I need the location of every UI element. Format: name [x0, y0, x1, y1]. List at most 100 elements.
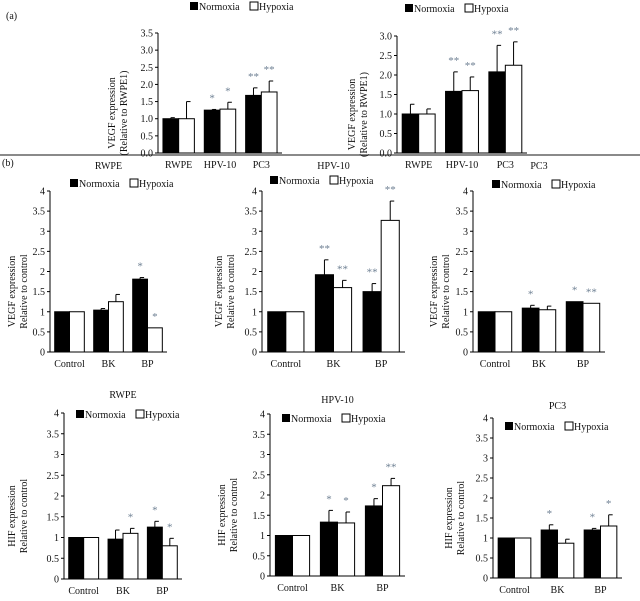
- y-tick-label: 0.0: [141, 149, 154, 160]
- y-tick-label: 2: [463, 267, 468, 278]
- y-tick-label: 0.5: [141, 131, 154, 142]
- legend-swatch-hypoxia: [135, 409, 145, 419]
- bar-normoxia: [583, 529, 601, 579]
- bar-normoxia: [319, 521, 338, 577]
- legend: Normoxia Hypoxia: [70, 178, 174, 190]
- y-tick-label: 1: [40, 307, 45, 318]
- bar-normoxia: [54, 311, 70, 353]
- x-tick-label: Control: [54, 359, 85, 370]
- bar-hypoxia: [108, 301, 124, 353]
- bar-normoxia: [540, 529, 558, 579]
- legend-label-normoxia: Normoxia: [501, 180, 542, 191]
- bar-hypoxia: [504, 64, 523, 154]
- significance-marker: **: [385, 184, 396, 196]
- legend-swatch-normoxia: [405, 4, 413, 12]
- chart-b4: 0 0.5 1 1.5 2 2.5 3 3.5 4 HIF expression Relative …: [7, 390, 182, 597]
- legend-label-hypoxia: Hypoxia: [339, 176, 374, 187]
- legend-swatch-hypoxia: [564, 421, 574, 431]
- significance-marker: *: [326, 493, 332, 505]
- y-tick-label: 3.5: [245, 207, 258, 218]
- y-tick-label: 0.5: [380, 129, 393, 140]
- legend-swatch-normoxia: [492, 180, 500, 188]
- legend-swatch-normoxia: [270, 176, 278, 184]
- significance-marker: **: [508, 25, 519, 37]
- bar-hypoxia: [514, 537, 532, 579]
- y-tick-label: 2.5: [253, 470, 266, 481]
- significance-marker: *: [572, 285, 578, 297]
- y-axis-label: (Relative to RWPE1): [359, 72, 370, 157]
- significance-marker: **: [337, 263, 348, 275]
- y-tick-label: 2.5: [141, 63, 154, 74]
- y-tick-label: 1.0: [141, 114, 154, 125]
- chart-b3: 0 0.5 1 1.5 2 2.5 3 3.5 4 VEGF expression Relative…: [429, 161, 605, 370]
- chart-b5: 0 0.5 1 1.5 2 2.5 3 3.5 4 HIF expression Relative …: [217, 395, 405, 594]
- y-tick-label: 2.0: [380, 71, 393, 82]
- y-tick-label: 4: [463, 187, 468, 198]
- significance-marker: *: [528, 288, 534, 300]
- bar-normoxia: [477, 311, 496, 353]
- x-tick-label: BP: [141, 359, 154, 370]
- y-tick-label: 1: [252, 307, 257, 318]
- legend-swatch-hypoxia: [329, 175, 339, 185]
- y-tick-label: 2: [54, 492, 59, 503]
- x-tick-label: BK: [327, 359, 342, 370]
- significance-marker: *: [209, 92, 215, 104]
- bar-hypoxia: [461, 90, 479, 154]
- y-axis-label: VEGF expression: [107, 77, 118, 148]
- y-tick-label: 2.5: [476, 474, 489, 485]
- chart-title: RWPE: [109, 390, 136, 401]
- x-tick-label: PC3: [497, 160, 514, 171]
- y-tick-label: 2.5: [456, 247, 469, 258]
- y-tick-label: 0: [260, 572, 265, 583]
- y-tick-label: 3: [40, 227, 45, 238]
- bar-hypoxia: [147, 327, 163, 353]
- bar-normoxia: [146, 526, 163, 580]
- legend-swatch-hypoxia: [249, 1, 259, 11]
- y-tick-label: 2: [260, 491, 265, 502]
- significance-marker: **: [248, 71, 259, 83]
- bar-hypoxia: [219, 108, 237, 154]
- x-tick-label: RWPE: [165, 160, 192, 171]
- y-axis-label: VEGF expression: [214, 256, 225, 327]
- x-tick-label: BK: [102, 359, 117, 370]
- y-tick-label: 1.5: [33, 287, 46, 298]
- y-axis-label: HIF expression: [444, 487, 455, 548]
- x-tick-label: HPV-10: [446, 160, 478, 171]
- y-tick-label: 2.5: [47, 471, 60, 482]
- chart-a2: 0.0 0.5 1.0 1.5 2.0 2.5 3.0 VEGF expression (Rel…: [347, 3, 527, 171]
- chart-title: RWPE: [95, 161, 122, 172]
- x-tick-label: BP: [594, 585, 607, 596]
- legend-swatch-normoxia: [282, 414, 290, 422]
- y-tick-label: 1.5: [245, 287, 258, 298]
- bar-hypoxia: [292, 535, 311, 577]
- legend-label-normoxia: Normoxia: [414, 4, 455, 15]
- significance-marker: **: [586, 286, 597, 298]
- bar-hypoxia: [337, 522, 356, 577]
- bar-hypoxia: [161, 545, 178, 580]
- bar-normoxia: [203, 109, 221, 154]
- bar-hypoxia: [260, 91, 278, 154]
- bar-hypoxia: [494, 311, 513, 353]
- y-tick-label: 1.0: [380, 110, 393, 121]
- significance-marker: *: [371, 482, 377, 494]
- legend-label-hypoxia: Hypoxia: [145, 410, 180, 421]
- y-tick-label: 1.5: [47, 512, 60, 523]
- legend: Normoxia Hypoxia: [270, 175, 374, 187]
- bar-normoxia: [162, 118, 180, 154]
- bar-normoxia: [565, 301, 584, 353]
- y-tick-label: 1.5: [476, 514, 489, 525]
- bar-hypoxia: [380, 219, 400, 353]
- y-tick-label: 2.5: [245, 247, 258, 258]
- y-tick-label: 3: [252, 227, 257, 238]
- y-tick-label: 0.0: [380, 149, 393, 160]
- significance-marker: **: [264, 64, 275, 76]
- y-tick-label: 3: [463, 227, 468, 238]
- y-tick-label: 0.5: [33, 327, 46, 338]
- y-axis-label: Relative to control: [441, 254, 452, 329]
- x-tick-label: HPV-10: [204, 160, 236, 171]
- bar-normoxia: [362, 291, 382, 353]
- bar-normoxia: [267, 311, 287, 353]
- y-axis-label: Relative to control: [456, 481, 467, 556]
- y-axis-label: HIF expression: [7, 485, 18, 546]
- legend-label-hypoxia: Hypoxia: [574, 422, 609, 433]
